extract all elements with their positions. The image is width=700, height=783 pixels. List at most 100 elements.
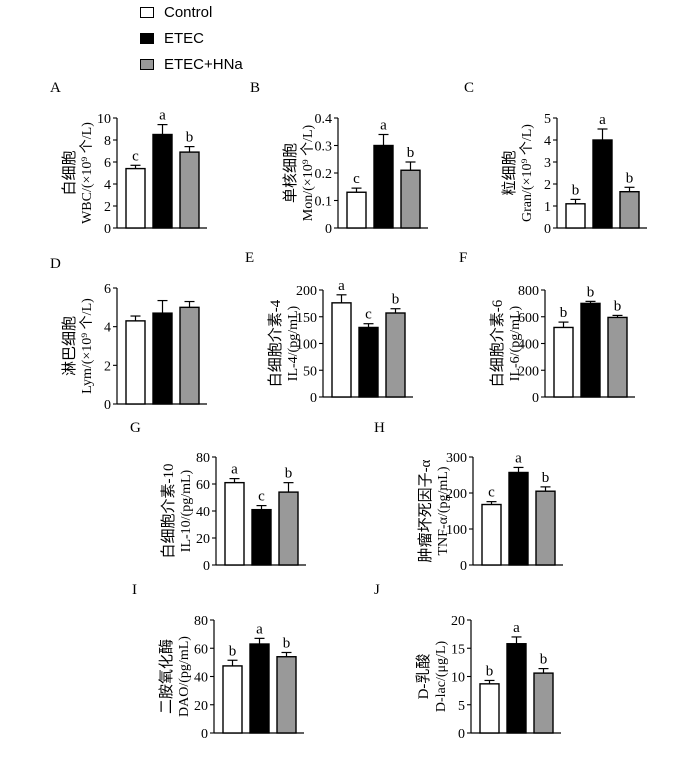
y-tick-label: 800 [518, 284, 539, 299]
significance-letter: c [258, 489, 265, 505]
y-tick-label: 50 [303, 364, 317, 379]
chart-j: J 0 5 10 15 20 D-乳酸 D-lac/(μg/L) b a b [374, 582, 561, 742]
bar [607, 316, 628, 398]
bar [125, 320, 146, 405]
panel-label: J [374, 582, 380, 598]
y-axis-label: TNF-α/(pg/mL) [436, 466, 451, 555]
y-tick-label: 20 [194, 699, 208, 714]
significance-letter: a [231, 462, 238, 478]
y-axis-label: Mon/(×10⁹ 个/L) [300, 124, 316, 221]
y-axis-label: IL-6/(pg/mL) [508, 305, 523, 381]
y-tick-label: 0 [104, 222, 111, 237]
y-tick-label: 8 [104, 134, 111, 149]
legend-item-etec-hna: ETEC+HNa [140, 56, 320, 76]
bar [481, 503, 502, 566]
chart-b: B 0 0.1 0.2 0.3 0.4 单核细胞 Mon/(×10⁹ 个/L) c a b [250, 80, 428, 237]
y-tick-label: 60 [196, 478, 210, 493]
bar [358, 326, 379, 398]
significance-letter: a [380, 118, 387, 134]
bar [152, 312, 173, 405]
y-axis-label: 单核细胞 [282, 143, 299, 203]
legend-label-control: Control [164, 4, 213, 21]
panel-label: G [130, 420, 141, 436]
significance-letter: b [392, 292, 400, 308]
y-tick-label: 5 [458, 699, 465, 714]
significance-letter: b [587, 284, 595, 300]
chart-d: D 0 2 4 6 淋巴细胞 Lym/(×10⁹ 个/L) [50, 256, 207, 413]
y-tick-label: 0 [458, 727, 465, 742]
y-tick-label: 200 [446, 487, 467, 502]
y-tick-label: 0 [201, 727, 208, 742]
bar [224, 481, 245, 566]
significance-letter: a [599, 112, 606, 128]
y-tick-label: 0 [532, 391, 539, 406]
panel-label: F [459, 250, 467, 266]
y-tick-label: 2 [104, 200, 111, 215]
panel-label: B [250, 80, 260, 96]
y-axis-label: 淋巴细胞 [61, 316, 78, 376]
bar [400, 169, 421, 229]
y-tick-label: 0 [460, 559, 467, 574]
y-axis-label: 白细胞介素-10 [160, 464, 177, 559]
significance-letter: a [159, 108, 166, 124]
y-tick-label: 4 [104, 321, 111, 336]
legend-item-etec: ETEC [140, 30, 320, 50]
significance-letter: c [353, 171, 360, 187]
significance-letter: c [132, 148, 139, 164]
significance-letter: b [486, 663, 494, 679]
y-axis-label: DAO/(pg/mL) [177, 636, 192, 717]
y-tick-label: 1 [544, 200, 551, 215]
y-tick-label: 0.3 [315, 140, 333, 155]
significance-letter: c [365, 307, 372, 323]
significance-letter: a [515, 450, 522, 466]
y-tick-label: 400 [518, 338, 539, 353]
bar [535, 490, 556, 566]
significance-letter: b [626, 170, 634, 186]
y-tick-label: 300 [446, 451, 467, 466]
bar [331, 302, 352, 398]
panel-label: H [374, 420, 385, 436]
significance-letter: b [542, 470, 550, 486]
y-tick-label: 200 [296, 284, 317, 299]
bar [479, 683, 500, 734]
significance-letter: b [614, 298, 622, 314]
y-tick-label: 150 [296, 311, 317, 326]
significance-letter: b [186, 130, 194, 146]
y-tick-label: 3 [544, 156, 551, 171]
panel-label: E [245, 250, 254, 266]
y-axis-label: IL-10/(pg/mL) [179, 469, 194, 552]
bar [152, 133, 173, 229]
y-axis-label: 粒细胞 [501, 150, 518, 195]
bar [222, 665, 243, 734]
legend-item-control: Control [140, 4, 320, 24]
bar [278, 491, 299, 566]
bar [533, 672, 554, 734]
bar [251, 508, 272, 566]
y-tick-label: 100 [296, 338, 317, 353]
chart-h: H 0 100 200 300 肿瘤坏死因子-α TNF-α/(pg/mL) c a b [374, 420, 563, 574]
bar [385, 312, 406, 398]
chart-c: C 0 1 2 3 4 5 粒细胞 Gran/(×10⁹ 个/L) b a b [464, 80, 647, 237]
y-tick-label: 0.4 [315, 112, 333, 127]
y-tick-label: 6 [104, 282, 111, 297]
y-tick-label: 80 [196, 451, 210, 466]
bar [580, 302, 601, 398]
y-tick-label: 2 [544, 178, 551, 193]
y-tick-label: 600 [518, 311, 539, 326]
bar [553, 326, 574, 398]
bar [373, 144, 394, 229]
y-tick-label: 200 [518, 364, 539, 379]
y-tick-label: 0 [104, 398, 111, 413]
y-axis-label: 肿瘤坏死因子-α [417, 459, 434, 562]
chart-f: F 0 200 400 600 800 白细胞介素-6 IL-6/(pg/mL) b b b [459, 250, 635, 406]
bar [276, 656, 297, 734]
significance-letter: b [540, 652, 548, 668]
y-tick-label: 40 [196, 505, 210, 520]
significance-letter: a [513, 620, 520, 636]
y-axis-label: Gran/(×10⁹ 个/L) [519, 124, 535, 222]
y-tick-label: 10 [97, 112, 111, 127]
y-axis-label: 白细胞介素-6 [489, 299, 506, 387]
legend-swatch-control [140, 7, 154, 18]
bar [508, 471, 529, 566]
